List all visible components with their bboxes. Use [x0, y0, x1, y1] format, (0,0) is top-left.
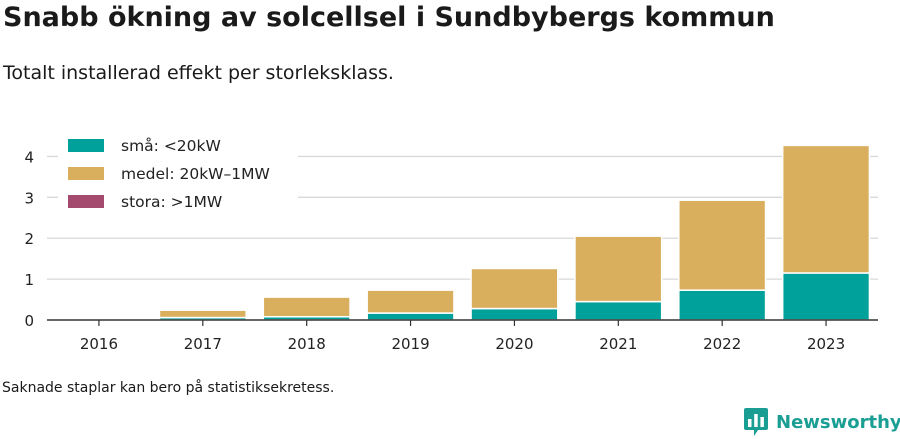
x-tick-label: 2022	[703, 335, 741, 353]
y-tick-label: 3	[24, 189, 34, 207]
x-tick-label: 2016	[80, 335, 118, 353]
bar-segment	[366, 312, 455, 321]
bar-segment	[366, 289, 455, 314]
y-tick-label: 4	[24, 148, 34, 166]
bar-segment	[678, 289, 767, 321]
x-tick-label: 2020	[495, 335, 533, 353]
x-axis-ticks: 2016 2017 2018 2019 2020 2021 2022 2023	[80, 320, 845, 353]
y-tick-label: 2	[24, 230, 34, 248]
bar-segment	[470, 307, 559, 321]
y-axis-ticks: 0 1 2 3 4	[24, 148, 34, 330]
bar-segment	[678, 199, 767, 291]
brand-name: Newsworthy	[776, 411, 900, 433]
bar-segment	[158, 309, 247, 319]
chart-subtitle: Totalt installerad effekt per storlekskl…	[3, 62, 394, 84]
bar-chart-logo-icon	[744, 408, 768, 436]
x-tick-label: 2018	[288, 335, 326, 353]
y-tick-label: 1	[24, 271, 34, 289]
legend: små: <20kW medel: 20kW–1MW stora: >1MW	[58, 128, 298, 216]
x-tick-label: 2021	[599, 335, 637, 353]
legend-label: stora: >1MW	[121, 193, 222, 211]
legend-label: små: <20kW	[121, 137, 221, 155]
legend-swatch	[68, 139, 104, 152]
bar-segment	[470, 267, 559, 310]
chart-title: Snabb ökning av solcellsel i Sundbybergs…	[3, 2, 775, 33]
bar-segment	[781, 272, 871, 321]
bar-segment	[574, 235, 663, 303]
legend-swatch	[68, 167, 104, 180]
x-tick-label: 2019	[391, 335, 429, 353]
bar-segment	[574, 300, 663, 321]
x-tick-label: 2017	[184, 335, 222, 353]
legend-swatch	[68, 195, 104, 208]
footnote: Saknade staplar kan bero på statistiksek…	[2, 380, 335, 396]
stacked-bar-chart: 0 1 2 3 4 2016 2017 2018 2019 2020 2021 2022 2023 s…	[24, 128, 878, 353]
brand-logo[interactable]: Newsworthy	[743, 407, 900, 437]
x-tick-label: 2023	[807, 335, 845, 353]
legend-label: medel: 20kW–1MW	[121, 165, 270, 183]
bar-segment	[262, 296, 351, 318]
y-tick-label: 0	[24, 312, 34, 330]
bar-segment	[781, 144, 871, 274]
